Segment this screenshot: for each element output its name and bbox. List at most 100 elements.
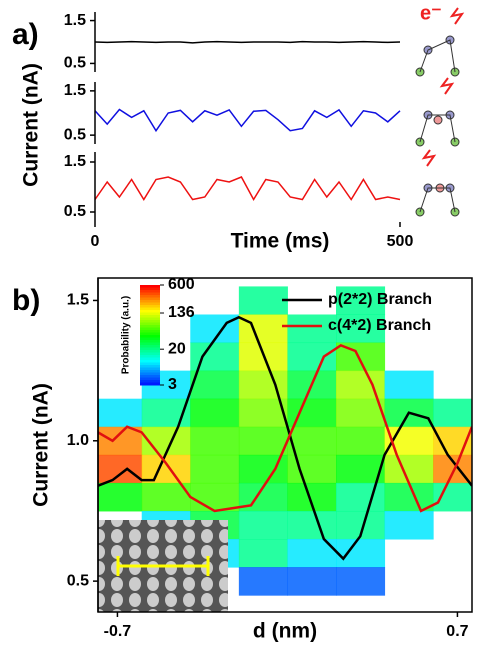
colorbar-segment bbox=[140, 305, 160, 308]
heatmap-cell bbox=[384, 510, 434, 540]
y-axis-label: Current (nA) bbox=[30, 383, 53, 507]
colorbar-segment bbox=[140, 352, 160, 356]
heatmap-cell bbox=[98, 426, 143, 456]
heatmap-cell bbox=[336, 286, 386, 315]
colorbar-tick-label: 600 bbox=[168, 276, 195, 293]
colorbar-segment bbox=[140, 325, 160, 328]
colorbar-segment bbox=[140, 357, 160, 361]
colorbar-segment bbox=[140, 362, 160, 366]
colorbar-segment bbox=[140, 375, 160, 378]
heatmap-cell bbox=[238, 370, 288, 400]
y-axis-label: Current (nA) bbox=[20, 63, 43, 187]
x-axis-label: d (nm) bbox=[253, 620, 317, 643]
heatmap-cell bbox=[287, 314, 337, 344]
heatmap-cell bbox=[190, 454, 240, 484]
heatmap-cell bbox=[287, 426, 337, 456]
colorbar-label: Probability (a.u.) bbox=[121, 296, 132, 374]
colorbar-segment bbox=[140, 350, 160, 353]
colorbar-segment bbox=[140, 292, 160, 296]
colorbar-segment bbox=[140, 310, 160, 313]
heatmap-cell bbox=[238, 510, 288, 540]
heatmap-cell bbox=[190, 398, 240, 428]
y-tick-label: 1.5 bbox=[64, 153, 86, 170]
colorbar-segment bbox=[140, 302, 160, 306]
annotation: e⁻ bbox=[420, 2, 442, 24]
heatmap-cell bbox=[190, 426, 240, 456]
x-axis-label: Time (ms) bbox=[231, 230, 330, 253]
y-tick-label: 1.5 bbox=[64, 82, 86, 99]
heatmap-cell bbox=[336, 398, 386, 428]
heatmap-cell bbox=[336, 482, 386, 512]
heatmap-cell bbox=[336, 539, 386, 568]
colorbar-segment bbox=[140, 295, 160, 298]
colorbar-segment bbox=[140, 367, 160, 371]
heatmap-cell bbox=[238, 314, 288, 344]
heatmap-cell bbox=[98, 398, 143, 428]
colorbar-segment bbox=[140, 315, 160, 318]
legend-label: c(4*2) Branch bbox=[328, 317, 431, 334]
colorbar-segment bbox=[140, 335, 160, 338]
colorbar-segment bbox=[140, 312, 160, 316]
y-tick-label: 0.5 bbox=[64, 55, 86, 72]
colorbar-segment bbox=[140, 327, 160, 331]
heatmap-cell bbox=[238, 286, 288, 315]
colorbar-segment bbox=[140, 300, 160, 303]
colorbar-segment bbox=[140, 290, 160, 293]
colorbar-segment bbox=[140, 285, 160, 288]
data-line bbox=[98, 343, 472, 513]
data-line bbox=[94, 176, 401, 202]
heatmap-cell bbox=[384, 482, 434, 512]
heatmap-cell bbox=[238, 567, 288, 596]
y-tick-label: 0.5 bbox=[67, 572, 89, 589]
colorbar-segment bbox=[140, 337, 160, 341]
data-line bbox=[94, 108, 401, 133]
colorbar-tick-label: 20 bbox=[168, 340, 186, 357]
heatmap-cell bbox=[190, 370, 240, 400]
heatmap-cell bbox=[336, 370, 386, 400]
colorbar-segment bbox=[140, 332, 160, 336]
colorbar-segment bbox=[140, 320, 160, 323]
colorbar-segment bbox=[140, 322, 160, 326]
heatmap-cell bbox=[98, 454, 143, 484]
heatmap-cell bbox=[238, 426, 288, 456]
heatmap-cell bbox=[190, 482, 240, 512]
colorbar-segment bbox=[140, 370, 160, 373]
colorbar-segment bbox=[140, 360, 160, 363]
colorbar-segment bbox=[140, 297, 160, 301]
y-tick-label: 1.0 bbox=[67, 432, 89, 449]
x-tick-label: 500 bbox=[387, 233, 414, 250]
heatmap-cell bbox=[433, 398, 472, 428]
colorbar-segment bbox=[140, 330, 160, 333]
y-tick-label: 0.5 bbox=[64, 126, 86, 143]
heatmap-cell bbox=[287, 510, 337, 540]
colorbar-segment bbox=[140, 345, 160, 348]
colorbar-segment bbox=[140, 365, 160, 368]
colorbar-segment bbox=[140, 307, 160, 311]
y-tick-label: 1.5 bbox=[67, 292, 89, 309]
colorbar-segment bbox=[140, 317, 160, 321]
plot bbox=[94, 40, 401, 44]
heatmap-cell bbox=[238, 539, 288, 568]
frame bbox=[97, 277, 473, 613]
data-line bbox=[98, 315, 472, 561]
heatmap-cell bbox=[384, 454, 434, 484]
heatmap-cell bbox=[141, 454, 191, 484]
heatmap-cell bbox=[336, 426, 386, 456]
colorbar-segment bbox=[140, 380, 160, 383]
heatmap-cell bbox=[98, 482, 143, 512]
colorbar-segment bbox=[140, 342, 160, 346]
legend-label: p(2*2) Branch bbox=[328, 291, 432, 308]
x-tick-label: -0.7 bbox=[104, 623, 132, 640]
colorbar-tick-label: 3 bbox=[168, 376, 177, 393]
heatmap-cell bbox=[336, 314, 386, 344]
colorbar-segment bbox=[140, 347, 160, 351]
colorbar-segment bbox=[140, 340, 160, 343]
data-line bbox=[94, 40, 401, 44]
colorbar-segment bbox=[140, 355, 160, 358]
plot bbox=[94, 176, 401, 202]
panel-label: b) bbox=[12, 284, 40, 317]
x-tick-label: 0 bbox=[91, 233, 100, 250]
y-tick-label: 0.5 bbox=[64, 203, 86, 220]
colorbar-segment bbox=[140, 377, 160, 381]
